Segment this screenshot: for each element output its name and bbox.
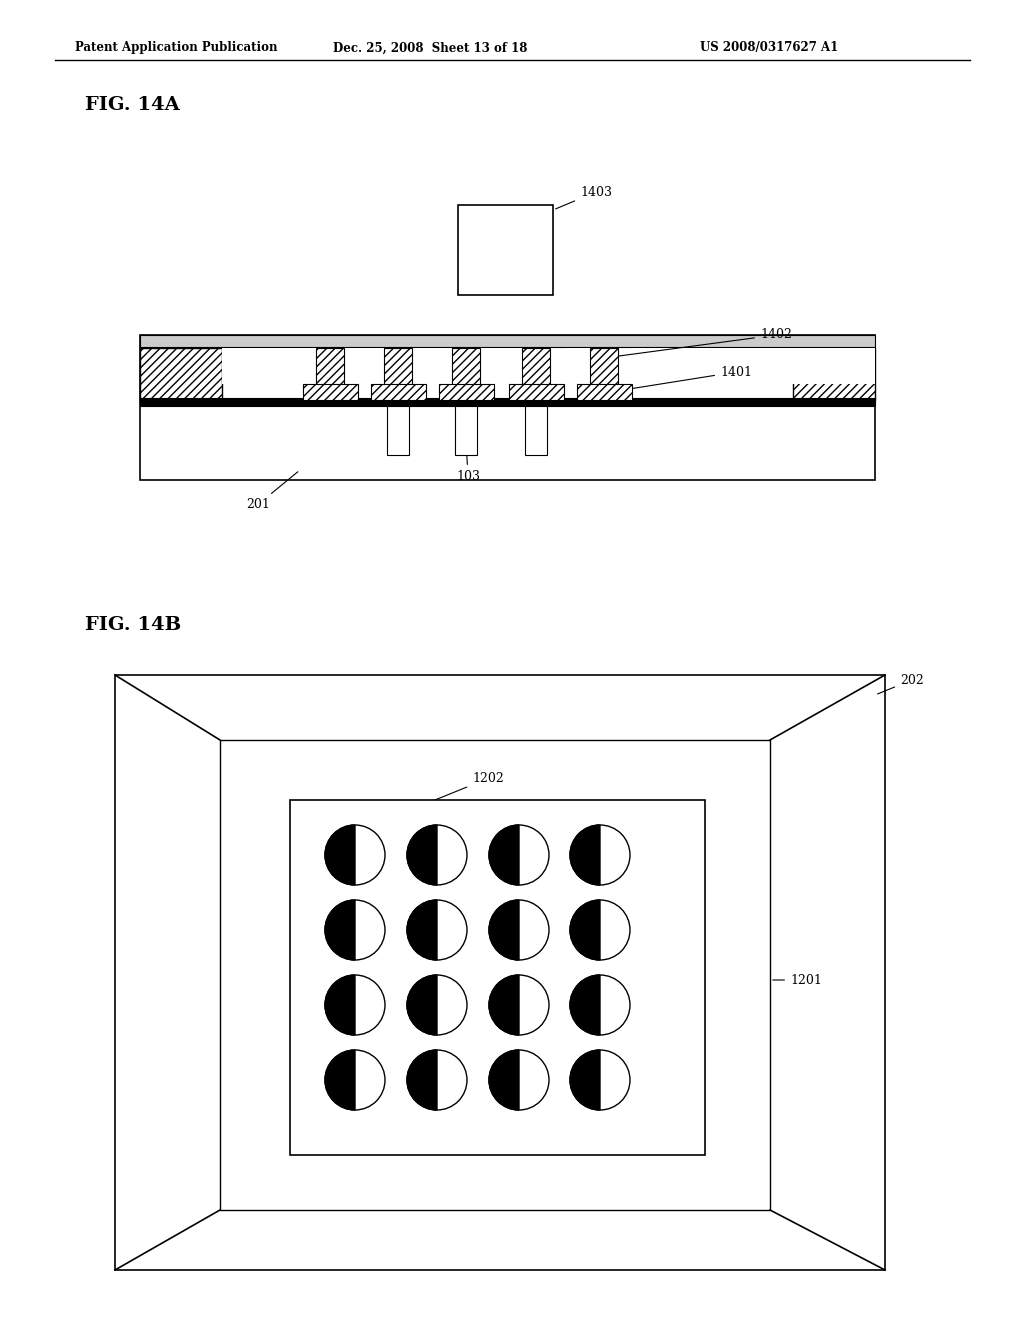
Bar (140, 335, 874, 347)
Circle shape (407, 900, 467, 960)
Text: 1202: 1202 (432, 772, 504, 801)
Wedge shape (570, 975, 600, 1035)
Circle shape (407, 975, 467, 1035)
Circle shape (407, 825, 467, 884)
Bar (566, 348, 602, 384)
Text: 1403: 1403 (556, 186, 612, 209)
Wedge shape (325, 975, 355, 1035)
Circle shape (325, 825, 385, 884)
Bar (303, 384, 358, 400)
Wedge shape (325, 1049, 355, 1110)
Circle shape (489, 975, 549, 1035)
Text: Patent Application Publication: Patent Application Publication (75, 41, 278, 54)
Circle shape (570, 900, 630, 960)
Bar (222, 348, 793, 399)
Bar (496, 348, 532, 384)
Text: US 2008/0317627 A1: US 2008/0317627 A1 (700, 41, 839, 54)
Bar (439, 384, 494, 400)
Bar (458, 205, 553, 294)
Circle shape (325, 1049, 385, 1110)
Circle shape (489, 825, 549, 884)
Wedge shape (407, 825, 437, 884)
Text: 201: 201 (246, 471, 298, 511)
Wedge shape (407, 1049, 437, 1110)
Text: 1401: 1401 (607, 366, 752, 392)
Text: 1402: 1402 (607, 329, 792, 358)
Bar (358, 348, 394, 384)
Wedge shape (570, 825, 600, 884)
Wedge shape (407, 900, 437, 960)
Wedge shape (489, 975, 519, 1035)
Bar (140, 335, 874, 480)
Circle shape (489, 900, 549, 960)
Bar (220, 741, 770, 1210)
Wedge shape (489, 825, 519, 884)
Wedge shape (407, 975, 437, 1035)
Wedge shape (325, 900, 355, 960)
Bar (290, 800, 705, 1155)
Bar (316, 348, 344, 400)
Text: FIG. 14A: FIG. 14A (85, 96, 180, 114)
Text: 103: 103 (456, 442, 480, 483)
Bar (632, 348, 874, 384)
Bar (452, 348, 480, 400)
Text: Dec. 25, 2008  Sheet 13 of 18: Dec. 25, 2008 Sheet 13 of 18 (333, 41, 527, 54)
Bar (426, 348, 462, 384)
Text: 1201: 1201 (773, 974, 822, 986)
Wedge shape (570, 1049, 600, 1110)
Circle shape (570, 1049, 630, 1110)
Text: 202: 202 (878, 673, 924, 694)
Bar (455, 407, 477, 455)
Circle shape (489, 1049, 549, 1110)
Bar (525, 407, 547, 455)
Bar (590, 348, 618, 400)
Bar (140, 348, 222, 400)
Bar (115, 675, 885, 1270)
Circle shape (325, 975, 385, 1035)
Wedge shape (570, 900, 600, 960)
Wedge shape (325, 825, 355, 884)
Wedge shape (489, 900, 519, 960)
Circle shape (570, 975, 630, 1035)
Bar (140, 399, 874, 407)
Bar (577, 384, 632, 400)
Bar (222, 348, 524, 384)
Text: 103: 103 (602, 803, 634, 828)
Bar (384, 348, 412, 400)
Circle shape (570, 825, 630, 884)
Bar (793, 348, 874, 400)
Bar (509, 384, 564, 400)
Circle shape (407, 1049, 467, 1110)
Circle shape (325, 900, 385, 960)
Bar (371, 384, 426, 400)
Text: FIG. 14B: FIG. 14B (85, 616, 181, 634)
Wedge shape (489, 1049, 519, 1110)
Bar (387, 407, 409, 455)
Bar (522, 348, 550, 400)
